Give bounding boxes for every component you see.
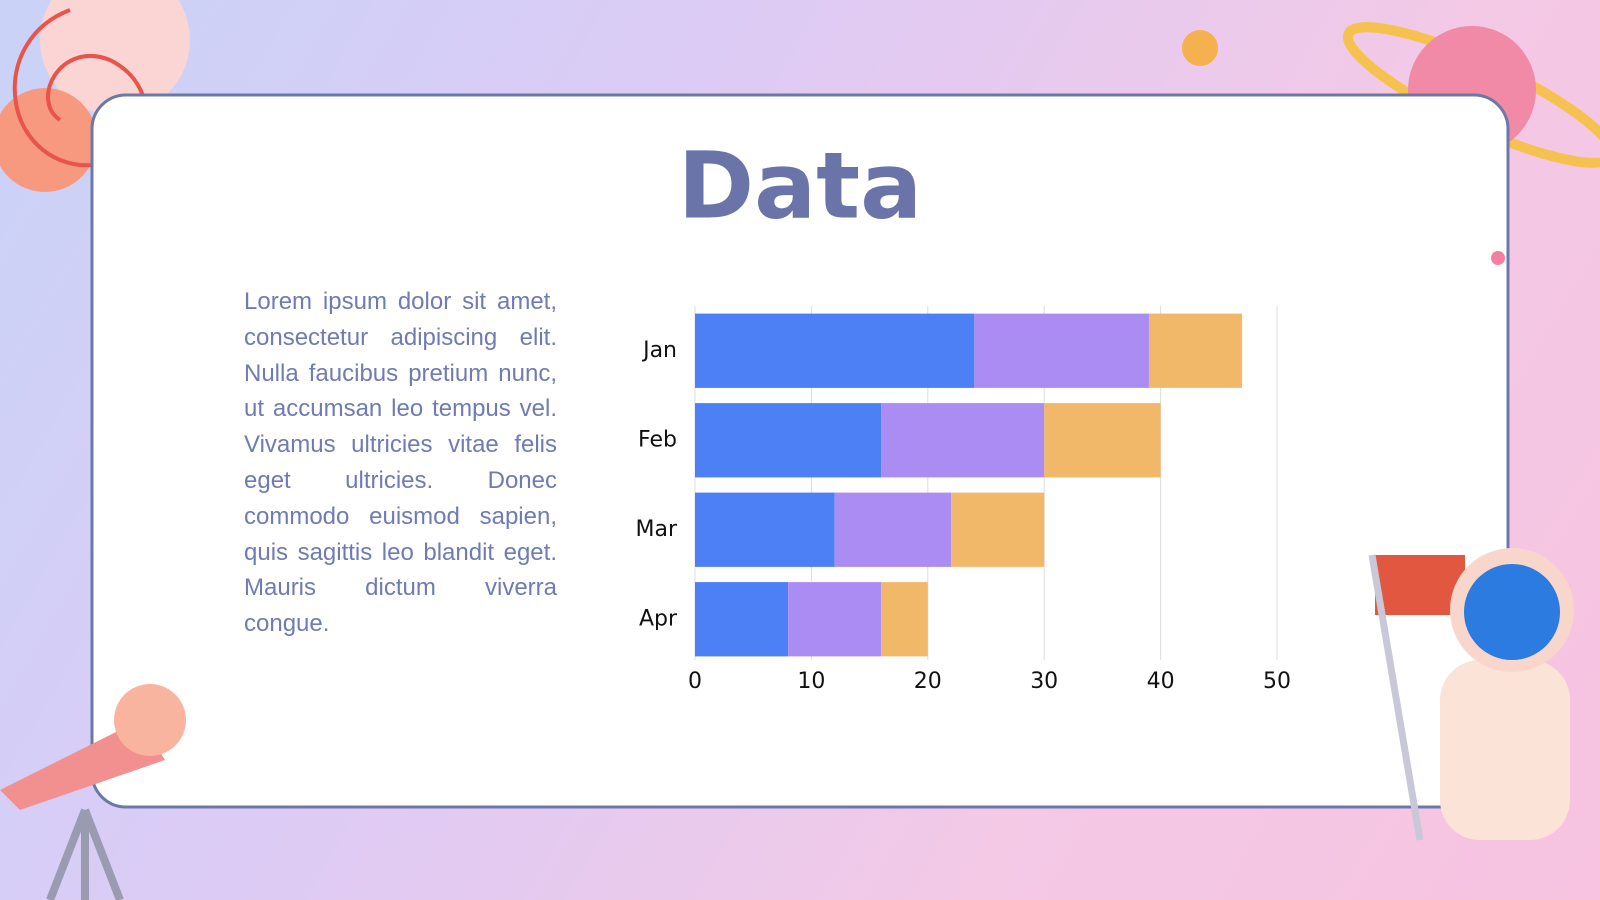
x-tick-label: 0	[688, 669, 702, 694]
decor-tripod	[46, 808, 124, 900]
decor-dot	[1491, 251, 1505, 265]
decor-dot	[1182, 30, 1218, 66]
decor-pole	[1368, 554, 1424, 841]
y-tick-label: Mar	[635, 517, 677, 542]
x-tick-label: 10	[797, 669, 825, 694]
bar-segment	[881, 582, 928, 657]
bar-segment	[788, 582, 882, 657]
x-tick-label: 50	[1263, 669, 1291, 694]
bar-segment	[695, 313, 975, 388]
bar-segment	[951, 492, 1045, 567]
decor-circle	[0, 88, 97, 192]
slide-title: Data	[678, 132, 923, 239]
body-text: Lorem ipsum dolor sit amet, consectetur …	[244, 288, 557, 638]
y-tick-label: Apr	[639, 606, 678, 631]
bar-segment	[974, 313, 1149, 388]
decor-astronaut	[1440, 660, 1570, 840]
x-tick-label: 40	[1147, 669, 1175, 694]
y-tick-label: Feb	[638, 427, 677, 452]
decor-circle	[40, 0, 190, 115]
bar-segment	[881, 403, 1045, 478]
bar-segment	[1148, 313, 1243, 388]
bar-segment	[695, 492, 835, 567]
decor-visor	[1464, 564, 1560, 660]
bar-segment	[695, 403, 882, 478]
bar-segment	[834, 492, 952, 567]
x-tick-label: 20	[914, 669, 942, 694]
decor-flag	[1375, 555, 1465, 615]
bar-segment	[695, 582, 789, 657]
y-tick-label: Jan	[641, 338, 677, 363]
decor-telescope	[114, 684, 186, 756]
x-tick-label: 30	[1030, 669, 1058, 694]
bar-segment	[1044, 403, 1161, 478]
